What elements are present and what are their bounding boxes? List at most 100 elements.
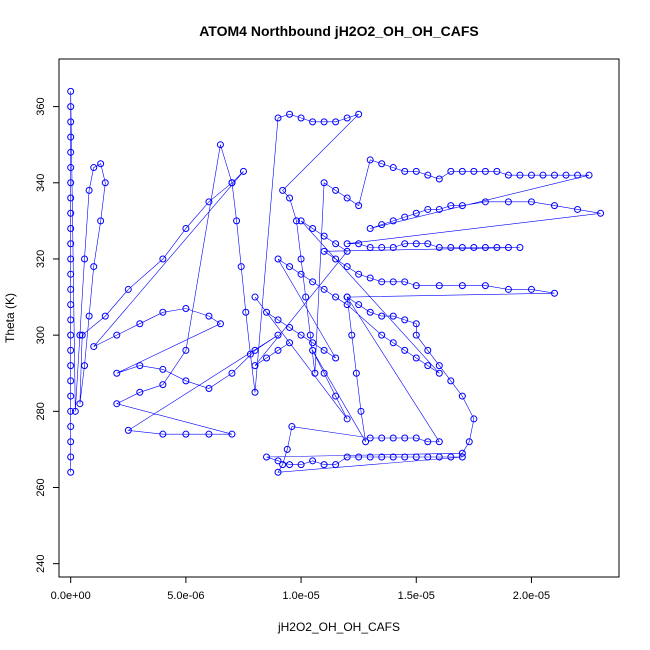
x-axis-label: jH2O2_OH_OH_CAFS [277, 620, 400, 634]
data-point [389, 164, 397, 172]
data-point [574, 205, 582, 213]
y-tick-label: 340 [35, 174, 47, 192]
data-point [378, 434, 386, 442]
data-point [251, 388, 259, 396]
data-point [378, 331, 386, 339]
data-point [101, 312, 109, 320]
data-point [67, 285, 75, 293]
data-point [355, 240, 363, 248]
data-point [297, 114, 305, 122]
data-point [435, 369, 443, 377]
x-axis: 0.0e+00 5.0e-06 1.0e-05 1.5e-05 2.0e-05 [51, 577, 550, 602]
y-tick-label: 240 [35, 554, 47, 572]
data-point [320, 247, 328, 255]
data-point [288, 423, 296, 431]
data-point [263, 354, 271, 362]
data-point [71, 407, 79, 415]
data-point [424, 171, 432, 179]
data-point [412, 282, 420, 290]
data-point [378, 160, 386, 168]
data-point [228, 430, 236, 438]
data-point [67, 133, 75, 141]
data-point [274, 346, 282, 354]
data-point [389, 453, 397, 461]
data-point [97, 160, 105, 168]
data-point [412, 209, 420, 217]
data-point [470, 244, 478, 252]
data-point [309, 224, 317, 232]
data-point [97, 217, 105, 225]
data-point [585, 171, 593, 179]
data-point [309, 339, 317, 347]
data-point [297, 331, 305, 339]
data-point [67, 194, 75, 202]
data-point [366, 156, 374, 164]
data-point [378, 221, 386, 229]
data-point [113, 369, 121, 377]
data-point [493, 167, 501, 175]
data-point [527, 285, 535, 293]
data-point [274, 331, 282, 339]
data-point [343, 301, 351, 309]
data-point [251, 293, 259, 301]
data-point [447, 377, 455, 385]
data-point [343, 453, 351, 461]
data-point [527, 198, 535, 206]
data-point [85, 312, 93, 320]
data-point [320, 461, 328, 469]
data-point [136, 320, 144, 328]
data-point [412, 434, 420, 442]
data-point [78, 331, 86, 339]
data-point [458, 167, 466, 175]
data-point [343, 247, 351, 255]
data-point [205, 198, 213, 206]
data-point [343, 415, 351, 423]
data-point [332, 293, 340, 301]
data-point [320, 346, 328, 354]
data-point [527, 171, 535, 179]
data-point [67, 453, 75, 461]
data-point [366, 244, 374, 252]
data-point [481, 282, 489, 290]
data-point [332, 118, 340, 126]
x-tick-label: 2.0e-05 [513, 590, 550, 602]
data-point [424, 346, 432, 354]
data-point [297, 217, 305, 225]
data-point [239, 167, 247, 175]
data-point [378, 244, 386, 252]
data-point [516, 244, 524, 252]
data-point [389, 339, 397, 347]
data-point [348, 331, 356, 339]
data-point [67, 224, 75, 232]
data-point [246, 350, 254, 358]
data-point [424, 438, 432, 446]
data-point [76, 400, 84, 408]
data-point [286, 461, 294, 469]
data-point [504, 244, 512, 252]
data-point [182, 346, 190, 354]
data-point [366, 453, 374, 461]
data-point [309, 118, 317, 126]
data-point [67, 438, 75, 446]
data-point [597, 209, 605, 217]
data-point [401, 346, 409, 354]
data-point [113, 400, 121, 408]
data-point [67, 179, 75, 187]
data-point [412, 240, 420, 248]
data-point [343, 194, 351, 202]
data-point [355, 110, 363, 118]
data-point [447, 202, 455, 210]
data-point [283, 445, 291, 453]
data-point [366, 308, 374, 316]
data-point [309, 278, 317, 286]
data-point [279, 186, 287, 194]
data-point [412, 167, 420, 175]
data-point [228, 369, 236, 377]
data-point [274, 316, 282, 324]
data-point [401, 213, 409, 221]
y-axis: 240 260 280 300 320 340 360 [35, 97, 59, 573]
data-point [366, 274, 374, 282]
y-tick-label: 280 [35, 402, 47, 420]
data-point [332, 392, 340, 400]
data-point [67, 270, 75, 278]
